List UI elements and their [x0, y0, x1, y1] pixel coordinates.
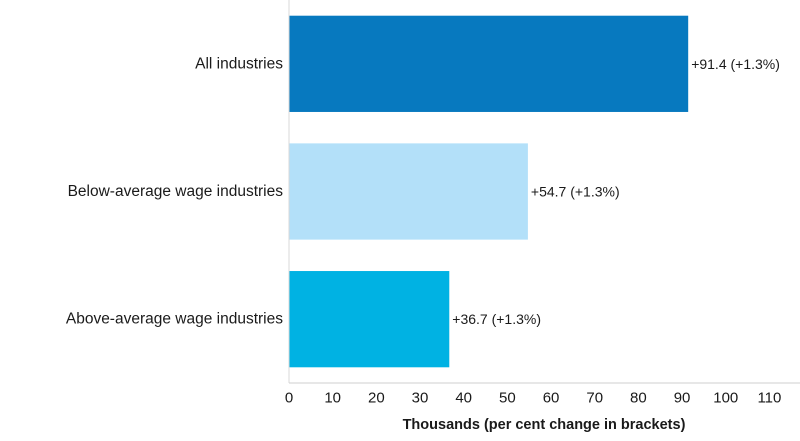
x-tick-label: 40 — [455, 390, 472, 407]
category-label: Below-average wage industries — [68, 183, 284, 200]
bars-layer: All industries +91.4 (+1.3%) Below-average… — [66, 15, 780, 368]
x-tick-label: 100 — [713, 390, 738, 407]
x-axis-ticks: 0 10 20 30 40 50 60 70 80 90 100 110 — [285, 390, 782, 407]
x-tick-label: 80 — [630, 390, 647, 407]
category-label: Above-average wage industries — [66, 311, 283, 328]
x-tick-label: 50 — [499, 390, 516, 407]
data-label: +91.4 (+1.3%) — [691, 56, 780, 72]
x-tick-label: 90 — [674, 390, 691, 407]
x-tick-label: 70 — [586, 390, 603, 407]
x-tick-label: 10 — [324, 390, 341, 407]
data-label: +54.7 (+1.3%) — [531, 184, 620, 200]
category-label: All industries — [195, 55, 283, 72]
bar-2 — [289, 271, 450, 368]
data-label: +36.7 (+1.3%) — [452, 311, 541, 327]
x-tick-label: 0 — [285, 390, 293, 407]
x-tick-label: 20 — [368, 390, 385, 407]
x-tick-label: 110 — [757, 390, 781, 407]
x-axis-title: Thousands (per cent change in brackets) — [403, 417, 686, 433]
bar-1 — [289, 143, 528, 240]
x-tick-label: 60 — [543, 390, 560, 407]
x-tick-label: 30 — [412, 390, 429, 407]
bar-0 — [289, 15, 689, 112]
